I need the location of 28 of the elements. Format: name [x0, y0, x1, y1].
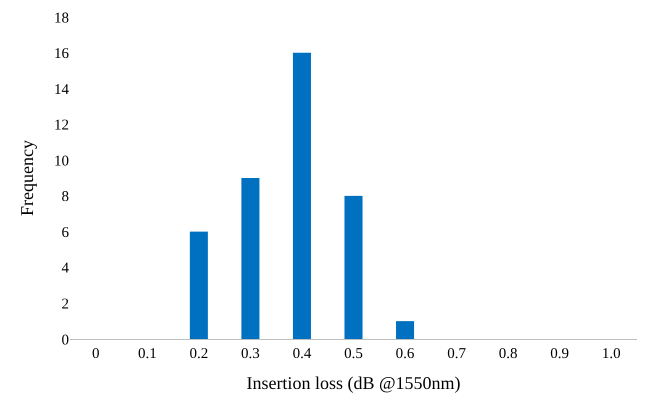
x-tick-label: 0.7	[447, 346, 466, 362]
y-tick-label: 0	[62, 332, 69, 348]
y-axis-title: Frequency	[17, 140, 38, 216]
y-tick-label: 6	[62, 224, 70, 241]
y-tick-label: 8	[62, 189, 69, 206]
x-tick-label: 0.2	[189, 346, 208, 362]
y-tick-label: 4	[62, 260, 70, 277]
bar	[292, 52, 311, 339]
x-tick-label: 0	[92, 346, 100, 362]
x-tick-label: 0.3	[241, 346, 260, 362]
bar	[241, 178, 260, 339]
x-tick-label: 1.0	[602, 346, 621, 362]
bar	[396, 321, 414, 339]
x-tick-label: 0.6	[396, 346, 415, 362]
x-axis-title: Insertion loss (dB @1550nm)	[246, 373, 461, 394]
x-tick-label: 0.4	[292, 346, 312, 362]
y-tick-label: 14	[54, 82, 70, 98]
x-tick-label: 0.1	[138, 346, 157, 362]
y-tick-label: 10	[54, 153, 69, 170]
x-tick-label: 0.9	[550, 346, 570, 362]
y-tick-label: 12	[54, 118, 69, 134]
bar	[344, 196, 363, 339]
y-tick-label: 16	[54, 46, 70, 62]
y-tick-label: 2	[62, 296, 69, 312]
y-tick-label: 18	[54, 10, 69, 26]
bar	[190, 232, 208, 339]
x-tick-label: 0.5	[344, 346, 363, 362]
x-tick-label: 0.8	[498, 346, 518, 362]
